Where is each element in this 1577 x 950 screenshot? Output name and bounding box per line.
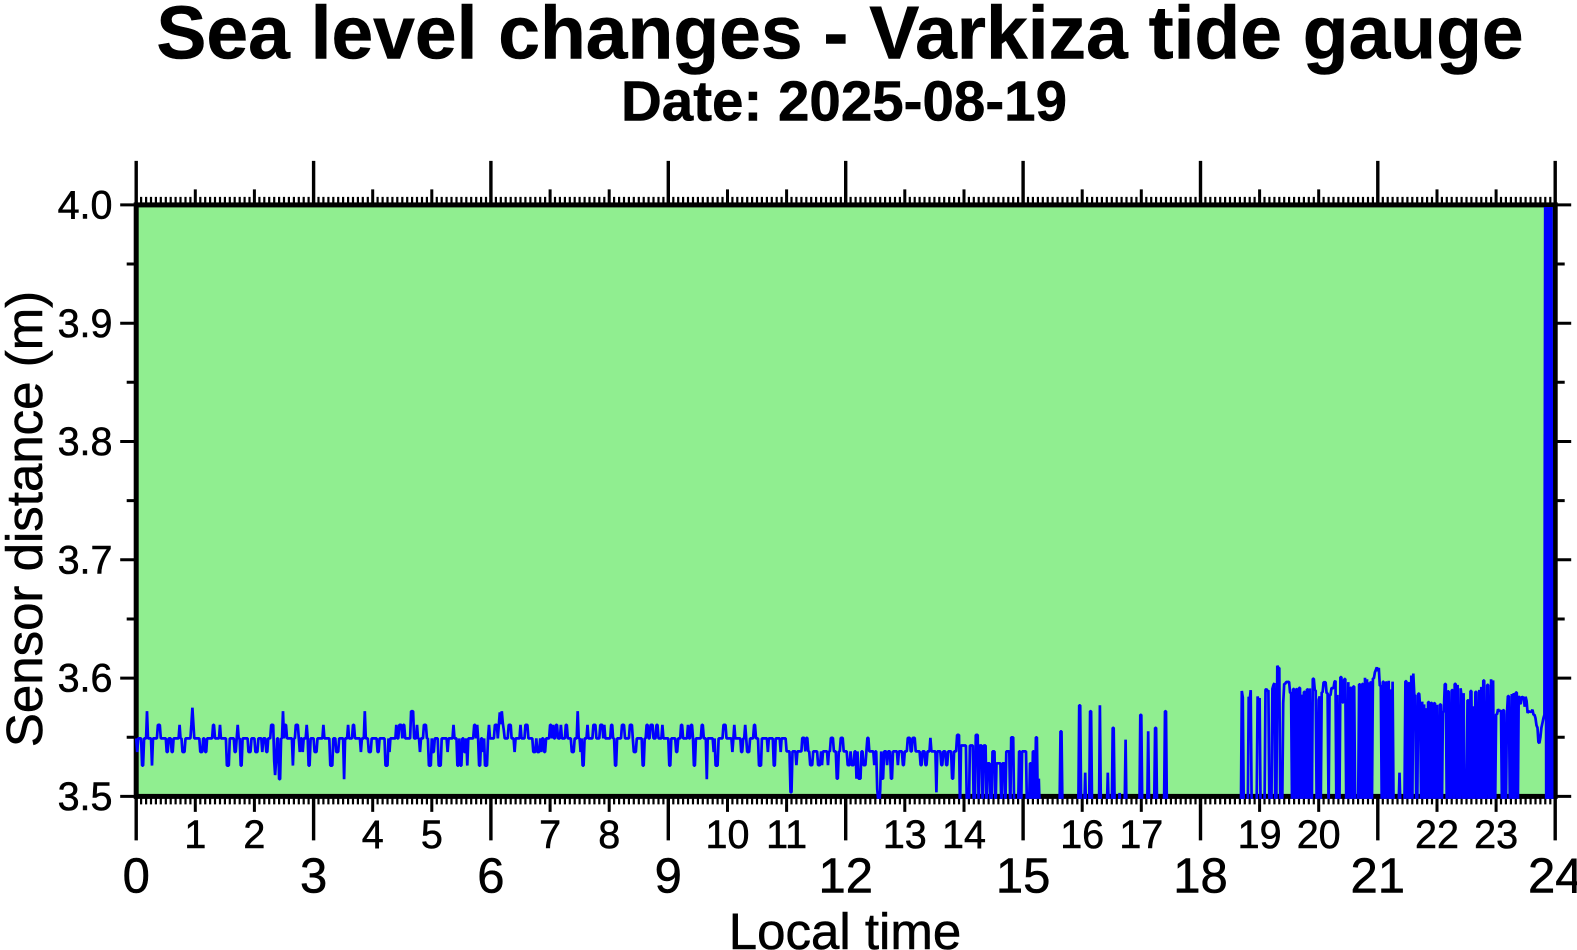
svg-text:Sensor distance (m): Sensor distance (m)	[0, 291, 53, 747]
svg-text:3.9: 3.9	[58, 302, 113, 346]
svg-text:16: 16	[1060, 813, 1104, 857]
svg-text:0: 0	[123, 850, 150, 904]
svg-text:21: 21	[1351, 850, 1406, 904]
svg-text:1: 1	[184, 813, 206, 857]
svg-text:3.8: 3.8	[58, 420, 113, 464]
svg-text:24: 24	[1528, 850, 1577, 904]
svg-text:11: 11	[766, 813, 807, 857]
svg-text:19: 19	[1238, 813, 1282, 857]
svg-text:13: 13	[883, 813, 927, 857]
svg-text:6: 6	[477, 850, 504, 904]
svg-text:15: 15	[996, 850, 1051, 904]
svg-text:9: 9	[655, 850, 682, 904]
svg-text:22: 22	[1415, 813, 1459, 857]
svg-text:12: 12	[818, 850, 873, 904]
svg-text:8: 8	[598, 813, 620, 857]
svg-text:4: 4	[362, 813, 384, 857]
svg-text:Date: 2025-08-19: Date: 2025-08-19	[621, 70, 1067, 133]
svg-text:5: 5	[421, 813, 443, 857]
svg-text:18: 18	[1173, 850, 1228, 904]
svg-text:23: 23	[1474, 813, 1518, 857]
svg-text:Sea level changes - Varkiza ti: Sea level changes - Varkiza tide gauge	[156, 0, 1523, 75]
svg-text:4.0: 4.0	[58, 184, 113, 228]
svg-text:10: 10	[706, 813, 750, 857]
svg-text:14: 14	[942, 813, 986, 857]
svg-text:3.6: 3.6	[58, 657, 113, 701]
svg-text:3.5: 3.5	[58, 775, 113, 819]
svg-text:3.7: 3.7	[58, 538, 113, 582]
svg-text:3: 3	[300, 850, 327, 904]
svg-text:20: 20	[1297, 813, 1341, 857]
svg-text:2: 2	[243, 813, 265, 857]
svg-text:Local time: Local time	[729, 903, 961, 950]
svg-text:17: 17	[1119, 813, 1163, 857]
svg-text:7: 7	[539, 813, 561, 857]
